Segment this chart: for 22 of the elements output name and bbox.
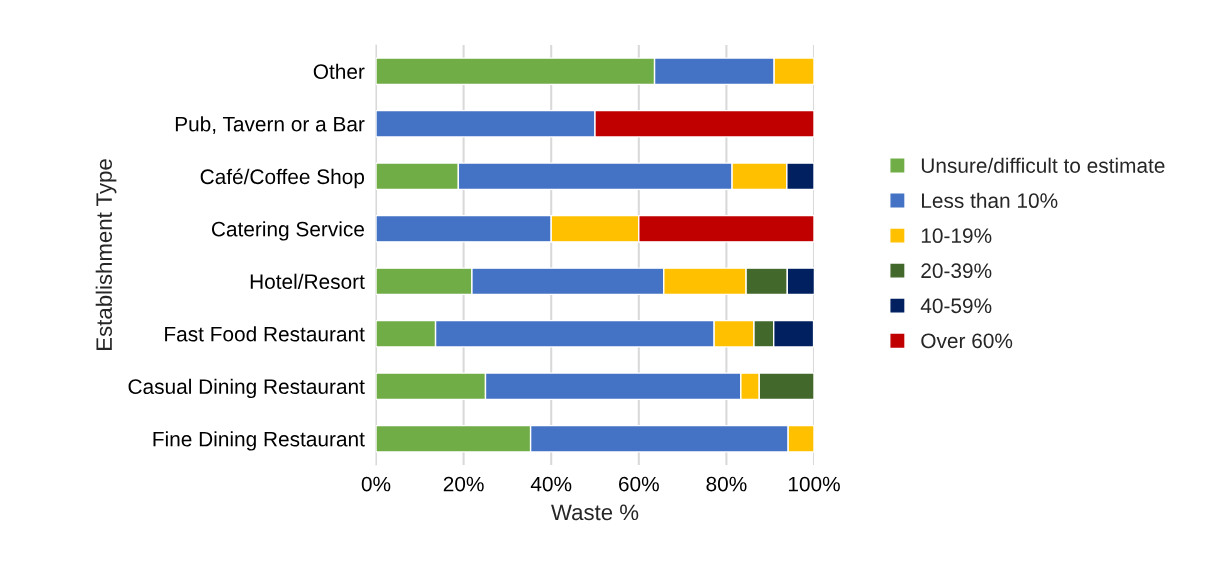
x-tick-label: 40% (530, 476, 572, 492)
y-tick-label: Pub, Tavern or a Bar (175, 116, 365, 134)
y-axis-title: Establishment Type (95, 159, 117, 350)
legend-label: Less than 10% (922, 192, 1058, 209)
legend-label: Over 60% (921, 333, 1013, 349)
y-tick-label: Fast Food Restaurant (165, 326, 365, 342)
x-tick-label: 60% (619, 476, 659, 492)
x-tick-label: 20% (443, 476, 484, 492)
legend-label: 40-59% (920, 298, 992, 314)
y-tick-label: Fine Dining Restaurant (153, 431, 365, 451)
x-axis-title: Waste % (551, 504, 639, 521)
x-tick-label: 100% (788, 476, 840, 492)
x-tick-label: 0% (361, 476, 391, 492)
y-tick-label: Catering Service (211, 221, 364, 241)
legend-label: Unsure/difficult to estimate (921, 157, 1165, 173)
legend-label: 10-19% (921, 228, 992, 244)
y-tick-label: Café/Coffee Shop (200, 168, 365, 189)
y-tick-label: Other (313, 63, 365, 79)
y-tick-label: Casual Dining Restaurant (128, 378, 365, 399)
legend-label: 20-39% (921, 263, 992, 279)
x-tick-label: 80% (706, 476, 747, 492)
y-tick-label: Hotel/Resort (250, 273, 365, 289)
